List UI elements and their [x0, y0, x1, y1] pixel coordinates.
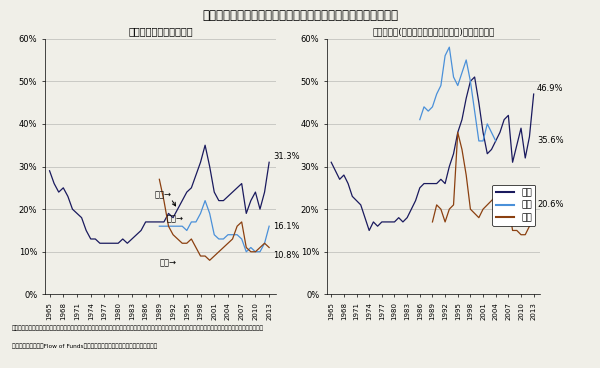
Text: 31.3%: 31.3%	[273, 152, 299, 161]
Legend: 米国, 英国, 日本: 米国, 英国, 日本	[492, 184, 535, 226]
Text: 16.1%: 16.1%	[273, 222, 299, 231]
Text: 35.6%: 35.6%	[537, 137, 563, 145]
Title: 直接保有分の比率の推移: 直接保有分の比率の推移	[128, 26, 193, 36]
Text: 米国→: 米国→	[155, 190, 172, 199]
Text: 図２、日米英の家計金融資産に占める株式・投信の構成比推移: 図２、日米英の家計金融資産に占める株式・投信の構成比推移	[202, 9, 398, 22]
Text: 46.9%: 46.9%	[537, 84, 563, 93]
Title: 間接保有分(保険・年金準備金保有分)を含むベース: 間接保有分(保険・年金準備金保有分)を含むベース	[373, 28, 494, 36]
Text: 出所）日米英各国のFlow of Fundsより、フィデリティ退職・投資教育研究所作成: 出所）日米英各国のFlow of Fundsより、フィデリティ退職・投資教育研究…	[12, 343, 157, 348]
Text: 20.6%: 20.6%	[537, 201, 563, 209]
Text: 注）間接保有分とは保険・年金準備金が保有する株式・投資信託。そのため保険・年金準備金のうち個人金融資産の反映でない部分も一部含まれる可能性がある: 注）間接保有分とは保険・年金準備金が保有する株式・投資信託。そのため保険・年金準…	[12, 326, 264, 331]
Text: 英国→: 英国→	[166, 214, 183, 223]
Text: 10.8%: 10.8%	[273, 251, 299, 260]
Text: 日本→: 日本→	[160, 258, 176, 268]
